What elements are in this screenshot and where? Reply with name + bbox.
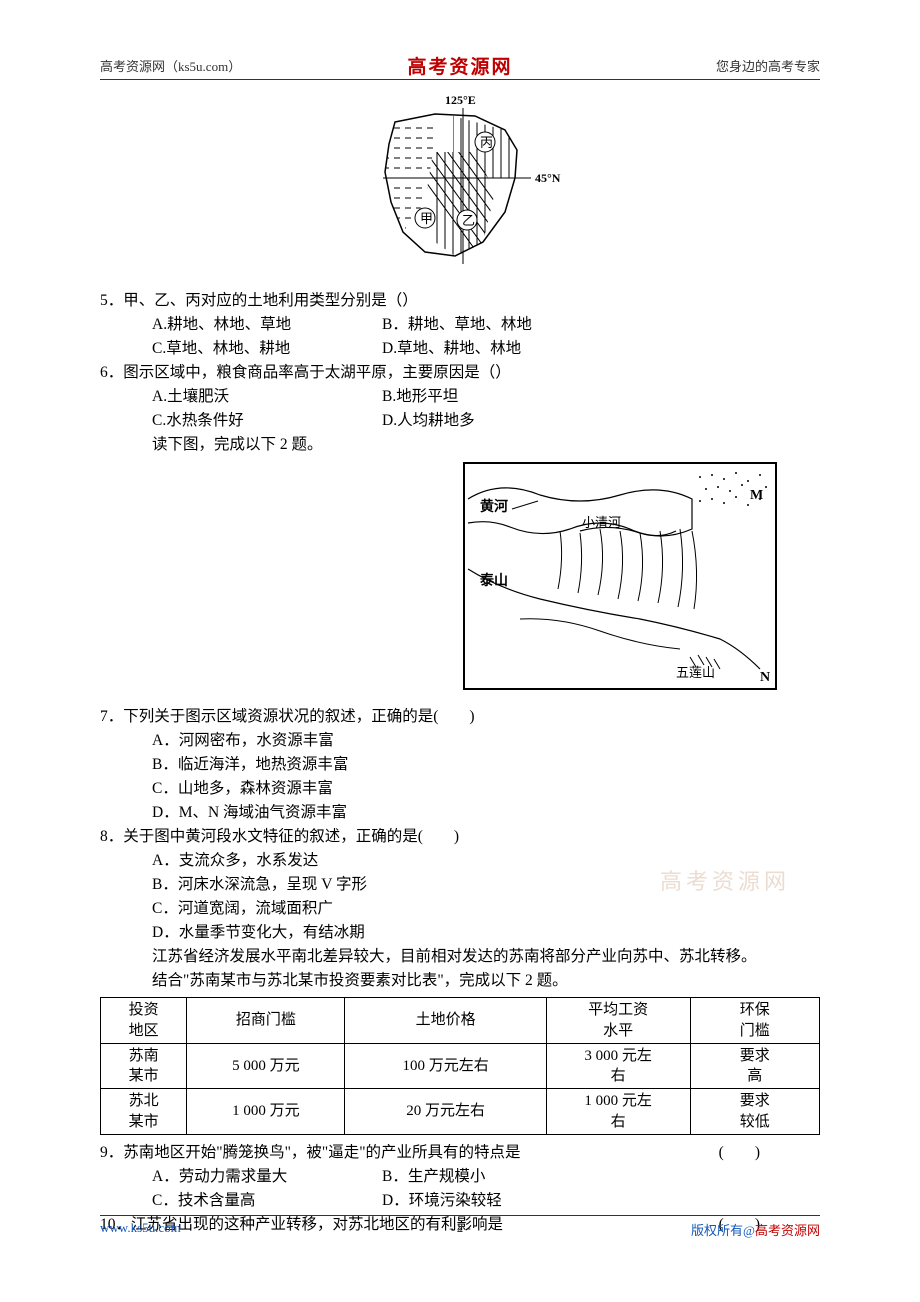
footer-right-red: 高考资源网 — [755, 1223, 820, 1238]
q9-opt-b: B．生产规模小 — [382, 1165, 612, 1189]
q8-stem: 8．关于图中黄河段水文特征的叙述，正确的是( ) — [100, 825, 820, 849]
q8-opt-c: C．河道宽阔，流域面积广 — [100, 897, 820, 921]
map2-label-taishan: 泰山 — [479, 572, 508, 589]
td-r1c4: 要求较低 — [690, 1089, 819, 1135]
th-4: 环保门槛 — [690, 998, 819, 1044]
table-row: 苏南某市 5 000 万元 100 万元左右 3 000 元左右 要求高 — [101, 1043, 820, 1089]
q9-stem-line: 9．苏南地区开始"腾笼换鸟"，被"逼走"的产业所具有的特点是 ( ) — [100, 1141, 820, 1165]
th-3: 平均工资水平 — [546, 998, 690, 1044]
q5-options-row2: C.草地、林地、耕地 D.草地、耕地、林地 — [100, 337, 820, 361]
header-right: 您身边的高考专家 — [716, 56, 820, 75]
map1-lon-label: 125°E — [445, 93, 476, 107]
td-r1c3: 1 000 元左右 — [546, 1089, 690, 1135]
td-r0c4: 要求高 — [690, 1043, 819, 1089]
q6-opt-c: C.水热条件好 — [152, 409, 382, 433]
td-r0c1: 5 000 万元 — [187, 1043, 345, 1089]
td-r1c2: 20 万元左右 — [345, 1089, 546, 1135]
th-2: 土地价格 — [345, 998, 546, 1044]
q7-stem: 7．下列关于图示区域资源状况的叙述，正确的是( ) — [100, 705, 820, 729]
figure-map-2: M 黄河 小清河 — [100, 459, 820, 699]
map2-label-xiaoqinghe: 小清河 — [582, 515, 621, 530]
q5-opt-a: A.耕地、林地、草地 — [152, 313, 382, 337]
th-1: 招商门槛 — [187, 998, 345, 1044]
footer-url: www.ks5u.com — [100, 1220, 181, 1239]
map1-region-a: 甲 — [420, 211, 433, 226]
footer-copyright: 版权所有@高考资源网 — [691, 1220, 820, 1239]
th-0: 投资地区 — [101, 998, 187, 1044]
table-row: 苏北某市 1 000 万元 20 万元左右 1 000 元左右 要求较低 — [101, 1089, 820, 1135]
q9-paren: ( ) — [719, 1141, 760, 1165]
lead-text-3a: 江苏省经济发展水平南北差异较大，目前相对发达的苏南将部分产业向苏中、苏北转移。 — [100, 945, 820, 969]
map1-region-c: 丙 — [480, 135, 493, 150]
q8-opt-b: B．河床水深流急，呈现 V 字形 — [100, 873, 820, 897]
q7-opt-c: C．山地多，森林资源丰富 — [100, 777, 820, 801]
footer-right-blue: 版权所有@ — [691, 1223, 755, 1238]
page-header: 高考资源网（ks5u.com） 高考资源网 您身边的高考专家 — [100, 56, 820, 80]
q5-options-row1: A.耕地、林地、草地 B．耕地、草地、林地 — [100, 313, 820, 337]
table-header-row: 投资地区 招商门槛 土地价格 平均工资水平 环保门槛 — [101, 998, 820, 1044]
q8-opt-d: D．水量季节变化大，有结冰期 — [100, 921, 820, 945]
td-r0c3: 3 000 元左右 — [546, 1043, 690, 1089]
footer-page-number: - 2 - — [449, 1220, 471, 1236]
figure-map-1: 125°E 45°N — [100, 92, 820, 277]
td-r1c0: 苏北某市 — [101, 1089, 187, 1135]
q6-opt-d: D.人均耕地多 — [382, 409, 612, 433]
map2-label-huanghe: 黄河 — [480, 498, 508, 515]
header-center-brand: 高考资源网 — [407, 52, 512, 79]
q9-options-row2: C．技术含量高 D．环境污染较轻 — [100, 1189, 820, 1213]
map1-lat-label: 45°N — [535, 171, 561, 185]
q6-stem: 6．图示区域中，粮食商品率高于太湖平原，主要原因是（） — [100, 361, 820, 385]
q6-opt-a: A.土壤肥沃 — [152, 385, 382, 409]
td-r0c2: 100 万元左右 — [345, 1043, 546, 1089]
q5-stem: 5．甲、乙、丙对应的土地利用类型分别是（） — [100, 289, 820, 313]
q9-opt-a: A．劳动力需求量大 — [152, 1165, 382, 1189]
q5-opt-b: B．耕地、草地、林地 — [382, 313, 612, 337]
q9-opt-c: C．技术含量高 — [152, 1189, 382, 1213]
q7-opt-d: D．M、N 海域油气资源丰富 — [100, 801, 820, 825]
map1-region-b: 乙 — [462, 213, 475, 228]
map2-label-m: M — [750, 488, 763, 503]
q7-opt-a: A．河网密布，水资源丰富 — [100, 729, 820, 753]
q5-opt-c: C.草地、林地、耕地 — [152, 337, 382, 361]
td-r1c1: 1 000 万元 — [187, 1089, 345, 1135]
q5-opt-d: D.草地、耕地、林地 — [382, 337, 612, 361]
q8-opt-a: A．支流众多，水系发达 — [100, 849, 820, 873]
map2-label-wulianshan: 五莲山 — [676, 665, 715, 680]
q9-stem: 9．苏南地区开始"腾笼换鸟"，被"逼走"的产业所具有的特点是 — [100, 1144, 521, 1161]
q9-options-row1: A．劳动力需求量大 B．生产规模小 — [100, 1165, 820, 1189]
map2-label-n: N — [760, 670, 770, 685]
td-r0c0: 苏南某市 — [101, 1043, 187, 1089]
q9-opt-d: D．环境污染较轻 — [382, 1189, 612, 1213]
q6-options-row1: A.土壤肥沃 B.地形平坦 — [100, 385, 820, 409]
lead-text-3b: 结合"苏南某市与苏北某市投资要素对比表"，完成以下 2 题。 — [100, 969, 820, 993]
investment-table: 投资地区 招商门槛 土地价格 平均工资水平 环保门槛 苏南某市 5 000 万元… — [100, 997, 820, 1135]
lead-text-2: 读下图，完成以下 2 题。 — [100, 433, 820, 457]
q6-opt-b: B.地形平坦 — [382, 385, 612, 409]
q6-options-row2: C.水热条件好 D.人均耕地多 — [100, 409, 820, 433]
page-footer: www.ks5u.com - 2 - 版权所有@高考资源网 — [100, 1215, 820, 1239]
header-left: 高考资源网（ks5u.com） — [100, 56, 241, 75]
q7-opt-b: B．临近海洋，地热资源丰富 — [100, 753, 820, 777]
